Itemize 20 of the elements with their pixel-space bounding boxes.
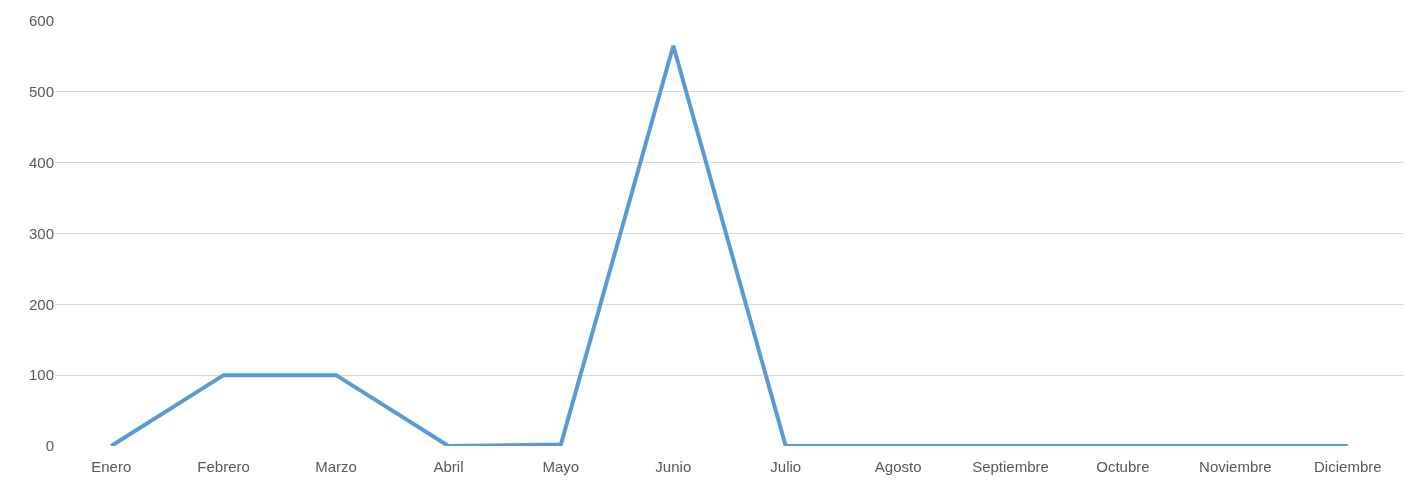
x-tick-label: Julio (770, 458, 802, 475)
y-tick-label: 600 (28, 12, 54, 30)
y-tick-label: 200 (28, 295, 54, 313)
x-tick-label: Marzo (315, 458, 357, 475)
x-tick-label: Mayo (542, 458, 580, 475)
y-tick-label: 400 (28, 153, 54, 171)
y-tick-label: 300 (28, 224, 54, 242)
x-tick-label: Septiembre (972, 458, 1049, 475)
x-tick-label: Abril (433, 458, 464, 475)
x-tick-label: Octubre (1096, 458, 1150, 475)
x-tick-label: Enero (91, 458, 132, 475)
y-tick-label: 500 (28, 83, 54, 101)
x-tick-label: Junio (655, 458, 692, 475)
x-tick-label: Agosto (874, 458, 922, 475)
line-series (109, 43, 1350, 446)
y-tick-label: 0 (45, 437, 54, 455)
x-tick-label: Febrero (197, 458, 250, 475)
x-tick-label: Noviembre (1199, 458, 1272, 475)
x-tick-label: Diciembre (1314, 458, 1382, 475)
y-tick-label: 100 (28, 366, 54, 384)
